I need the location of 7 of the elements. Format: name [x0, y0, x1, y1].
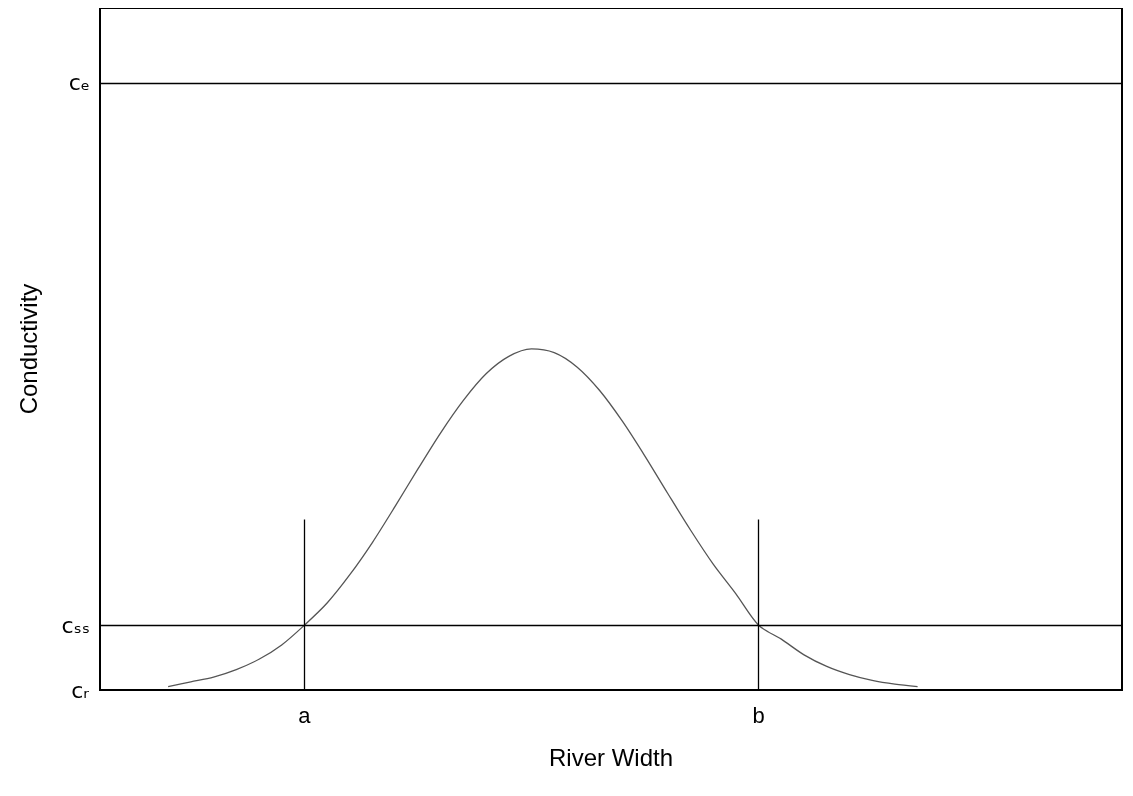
text: cᵣ: [71, 677, 90, 703]
ref-line-label: cₑ: [68, 70, 90, 96]
y-axis-title: Conductivity: [14, 283, 42, 415]
ref-line-label: cₛₛ: [61, 612, 90, 638]
x-axis-title: River Width: [548, 743, 674, 771]
x-tick-label: b: [752, 702, 765, 728]
x-tick-label: a: [298, 702, 312, 728]
